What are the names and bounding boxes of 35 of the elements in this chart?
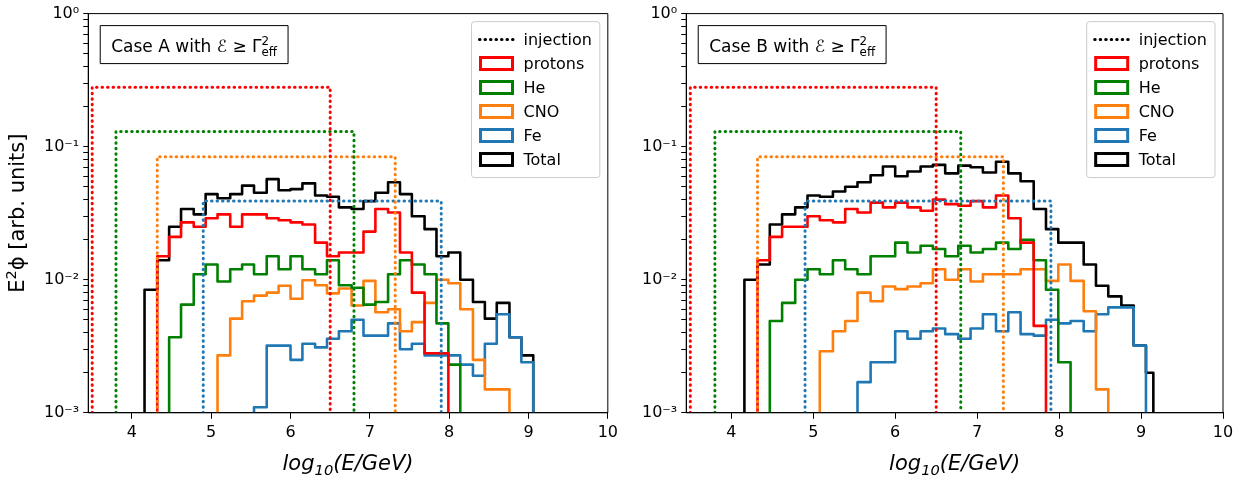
x-tick-label: 10 (597, 421, 618, 441)
x-tick-label: 8 (444, 421, 455, 441)
x-tick-label: 8 (1054, 421, 1065, 441)
x-tick-label: 5 (206, 421, 217, 441)
y-tick-label: 10⁻² (44, 268, 80, 288)
x-tick-label: 9 (523, 421, 534, 441)
legend-label: injection (523, 29, 592, 49)
legend-label: He (523, 77, 546, 97)
x-tick-label: 4 (126, 421, 137, 441)
x-tick-label: 9 (1135, 421, 1147, 441)
legend-label: injection (1138, 29, 1208, 49)
legend-label: Fe (1138, 125, 1157, 145)
x-tick-label: 6 (285, 421, 296, 441)
legend-label: protons (1138, 53, 1200, 73)
y-tick-label: 10⁻¹ (44, 135, 80, 155)
x-tick-label: 6 (890, 421, 901, 441)
x-tick-label: 7 (364, 421, 375, 441)
legend-label: CNO (523, 101, 560, 121)
y-tick-label: 10⁰ (650, 2, 678, 22)
x-tick-label: 5 (808, 421, 819, 441)
legend-label: Total (522, 149, 561, 169)
x-tick-label: 4 (726, 421, 737, 441)
y-axis-title: E2ϕ [arb. units] (1, 133, 29, 293)
y-tick-label: 10⁻¹ (642, 135, 678, 155)
legend-label: Total (1137, 149, 1177, 169)
legend-label: He (1138, 77, 1161, 97)
x-tick-label: 7 (972, 421, 983, 441)
legend-label: CNO (1138, 101, 1175, 121)
y-tick-label: 10⁻³ (44, 401, 80, 421)
x-tick-label: 10 (1212, 421, 1234, 441)
y-tick-label: 10⁰ (52, 2, 80, 22)
legend-label: protons (523, 53, 585, 73)
y-tick-label: 10⁻² (642, 268, 678, 288)
y-tick-label: 10⁻³ (642, 401, 678, 421)
legend-label: Fe (523, 125, 542, 145)
